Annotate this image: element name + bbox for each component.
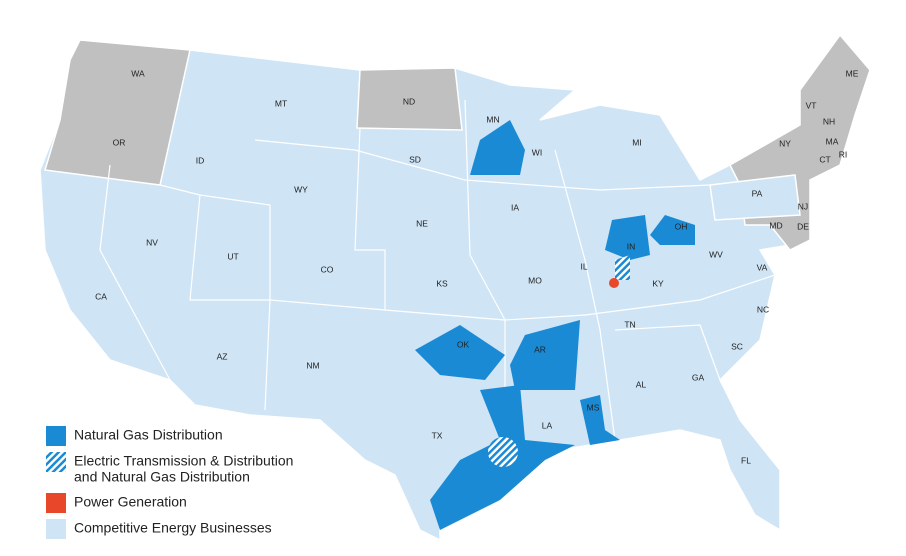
legend-swatch: [46, 452, 66, 472]
state-label: OK: [457, 339, 470, 349]
state-label: NY: [779, 138, 791, 148]
state-labels: WA OR CA NV ID MT WY UT AZ CO NM ND SD NE KS OK TX MN IA MO…: [95, 68, 859, 465]
electric-areas: [488, 255, 630, 467]
state-label: MI: [632, 137, 641, 147]
state-label: ME: [846, 68, 859, 78]
state-label: CT: [819, 154, 830, 164]
state-label: CO: [321, 264, 334, 274]
state-label: ID: [196, 155, 205, 165]
state-label: IN: [627, 241, 636, 251]
state-label: CA: [95, 291, 107, 301]
state-label: IL: [580, 261, 587, 271]
state-label: MO: [528, 275, 542, 285]
state-label: OR: [113, 137, 126, 147]
legend-swatch: [46, 493, 66, 513]
state-label: SD: [409, 154, 421, 164]
state-label: ND: [403, 96, 415, 106]
legend-swatch: [46, 426, 66, 446]
state-label: PA: [752, 188, 763, 198]
state-label: UT: [227, 251, 238, 261]
state-label: AR: [534, 344, 546, 354]
state-label: LA: [542, 420, 553, 430]
state-label: VT: [806, 100, 817, 110]
legend-label: Electric Transmission & Distribution: [74, 453, 293, 469]
state-label: FL: [741, 455, 751, 465]
state-label: WY: [294, 184, 308, 194]
state-label: NH: [823, 116, 835, 126]
legend-label: Competitive Energy Businesses: [74, 520, 272, 536]
state-label: WV: [709, 249, 723, 259]
legend: Natural Gas Distribution Electric Transmi…: [46, 426, 293, 539]
state-label: SC: [731, 341, 743, 351]
state-label: AZ: [217, 351, 228, 361]
state-label: WA: [131, 68, 145, 78]
state-label: NM: [306, 360, 319, 370]
state-label: IA: [511, 202, 519, 212]
state-label: NC: [757, 304, 769, 314]
state-label: TX: [432, 430, 443, 440]
power-plant: [609, 278, 619, 288]
state-label: GA: [692, 372, 705, 382]
state-label: OH: [675, 221, 688, 231]
state-label: DE: [797, 221, 809, 231]
state-label: MT: [275, 98, 287, 108]
us-outline: [39, 33, 871, 542]
state-label: WI: [532, 147, 542, 157]
state-label: MN: [486, 114, 499, 124]
state-label: TN: [624, 319, 635, 329]
state-label: VA: [757, 262, 768, 272]
legend-swatch: [46, 519, 66, 539]
state-label: MD: [769, 220, 782, 230]
state-label: NJ: [798, 201, 808, 211]
state-label: NV: [146, 237, 158, 247]
state-label: MA: [826, 136, 839, 146]
state-label: RI: [839, 149, 848, 159]
state-label: NE: [416, 218, 428, 228]
state-label: MS: [587, 402, 600, 412]
legend-label: Power Generation: [74, 494, 187, 510]
state-label: KY: [652, 278, 664, 288]
legend-label: and Natural Gas Distribution: [74, 469, 250, 485]
state-label: KS: [436, 278, 448, 288]
legend-label: Natural Gas Distribution: [74, 427, 223, 443]
state-label: AL: [636, 379, 647, 389]
